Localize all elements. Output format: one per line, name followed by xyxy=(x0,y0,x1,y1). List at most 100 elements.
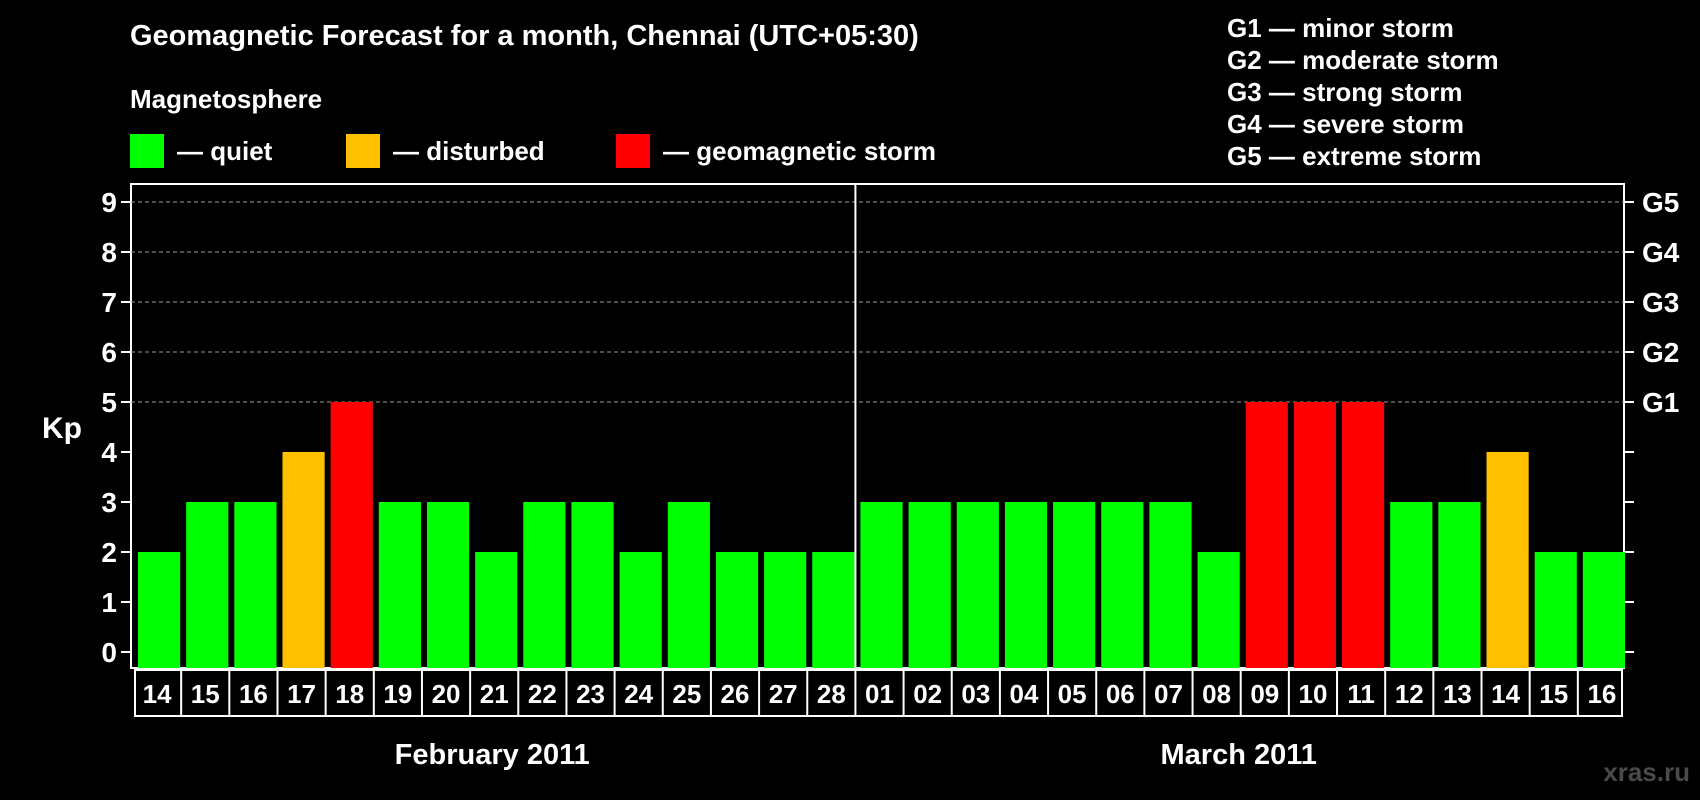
kp-bar xyxy=(667,502,710,668)
month-label: March 2011 xyxy=(1161,739,1317,771)
kp-bar xyxy=(1149,502,1192,668)
date-label: 03 xyxy=(961,679,990,709)
date-label: 12 xyxy=(1395,679,1424,709)
legend-storm-label: — geomagnetic storm xyxy=(663,135,937,166)
kp-bar xyxy=(234,502,277,668)
date-label: 06 xyxy=(1106,679,1135,709)
legend-disturbed-label: — disturbed xyxy=(393,135,545,166)
legend-quiet-label: — quiet xyxy=(177,135,273,166)
y-tick-label: 4 xyxy=(101,437,117,468)
kp-bar xyxy=(1582,552,1625,668)
storm-scale-g4: G4 — severe storm xyxy=(1227,109,1465,139)
kp-bar xyxy=(1293,402,1337,668)
kp-bar xyxy=(1101,502,1144,668)
storm-scale-g2: G2 — moderate storm xyxy=(1227,45,1499,75)
kp-bar xyxy=(1342,402,1385,668)
kp-bar xyxy=(571,502,614,668)
date-label: 17 xyxy=(287,679,316,709)
date-label: 14 xyxy=(1491,679,1520,709)
kp-bar xyxy=(812,552,855,668)
y-axis-label: Kp xyxy=(42,412,82,445)
date-label: 21 xyxy=(480,679,509,709)
month-label: February 2011 xyxy=(395,739,590,771)
kp-bar xyxy=(186,502,229,668)
date-label: 04 xyxy=(1010,679,1039,709)
date-label: 28 xyxy=(817,679,846,709)
y-tick-label: 8 xyxy=(101,237,117,268)
kp-bar xyxy=(1486,452,1529,668)
y-tick-label: 6 xyxy=(101,337,117,368)
kp-bar xyxy=(715,552,759,668)
legend-quiet-swatch xyxy=(130,134,164,168)
kp-bar xyxy=(619,552,662,668)
storm-scale-g1: G1 — minor storm xyxy=(1227,13,1454,43)
kp-bar xyxy=(282,452,325,668)
kp-bar xyxy=(138,552,181,668)
kp-bar xyxy=(523,502,566,668)
date-label: 13 xyxy=(1443,679,1472,709)
date-label: 15 xyxy=(1539,679,1568,709)
date-label: 10 xyxy=(1298,679,1327,709)
kp-bar xyxy=(764,552,807,668)
storm-scale-g5: G5 — extreme storm xyxy=(1227,141,1482,171)
y-tick-label: 1 xyxy=(101,587,117,618)
date-label: 20 xyxy=(432,679,461,709)
date-label: 15 xyxy=(191,679,220,709)
g-scale-label: G2 xyxy=(1642,337,1679,368)
date-label: 25 xyxy=(672,679,701,709)
y-tick-label: 3 xyxy=(101,487,117,518)
kp-bar xyxy=(1004,502,1048,668)
date-label: 19 xyxy=(383,679,412,709)
kp-bar xyxy=(1438,502,1481,668)
g-scale-label: G1 xyxy=(1642,387,1679,418)
y-tick-label: 9 xyxy=(101,187,117,218)
kp-bar xyxy=(1053,502,1096,668)
y-tick-label: 5 xyxy=(101,387,117,418)
legend-disturbed-swatch xyxy=(346,134,380,168)
g-scale-label: G4 xyxy=(1642,237,1680,268)
date-label: 16 xyxy=(1587,679,1616,709)
date-label: 22 xyxy=(528,679,557,709)
kp-bar xyxy=(378,502,421,668)
kp-bar xyxy=(1197,552,1240,668)
legend-quiet: — quiet xyxy=(130,134,272,168)
kp-bar xyxy=(1534,552,1577,668)
legend-storm: — geomagnetic storm xyxy=(616,134,936,168)
date-label: 11 xyxy=(1347,679,1375,709)
storm-scale-legend: G1 — minor storm G2 — moderate storm G3 … xyxy=(1227,12,1499,172)
date-label: 16 xyxy=(239,679,268,709)
legend-disturbed: — disturbed xyxy=(346,134,545,168)
date-label: 24 xyxy=(624,679,653,709)
date-label: 01 xyxy=(865,679,894,709)
kp-bar xyxy=(860,502,903,668)
kp-bar xyxy=(426,502,470,668)
legend-storm-swatch xyxy=(616,134,650,168)
chart-title: Geomagnetic Forecast for a month, Chenna… xyxy=(130,20,919,52)
kp-bar xyxy=(475,552,518,668)
kp-bar xyxy=(908,502,951,668)
chart-subtitle: Magnetosphere xyxy=(130,84,323,114)
g-scale-label: G5 xyxy=(1642,187,1679,218)
date-label: 05 xyxy=(1058,679,1087,709)
date-label: 14 xyxy=(143,679,172,709)
kp-bar xyxy=(1245,402,1288,668)
watermark: xras.ru xyxy=(1603,757,1690,787)
y-tick-label: 7 xyxy=(101,287,117,318)
storm-scale-g3: G3 — strong storm xyxy=(1227,77,1463,107)
date-label: 09 xyxy=(1250,679,1279,709)
date-label: 07 xyxy=(1154,679,1183,709)
date-row-frame xyxy=(134,669,1623,717)
date-label: 18 xyxy=(335,679,364,709)
kp-bar xyxy=(956,502,999,668)
y-tick-label: 2 xyxy=(101,537,117,568)
y-tick-label: 0 xyxy=(101,637,117,668)
date-label: 02 xyxy=(913,679,942,709)
g-scale-label: G3 xyxy=(1642,287,1679,318)
date-label: 26 xyxy=(721,679,750,709)
date-label: 27 xyxy=(769,679,798,709)
kp-bar xyxy=(1390,502,1433,668)
date-label: 23 xyxy=(576,679,605,709)
date-label: 08 xyxy=(1202,679,1231,709)
kp-bar xyxy=(330,402,373,668)
